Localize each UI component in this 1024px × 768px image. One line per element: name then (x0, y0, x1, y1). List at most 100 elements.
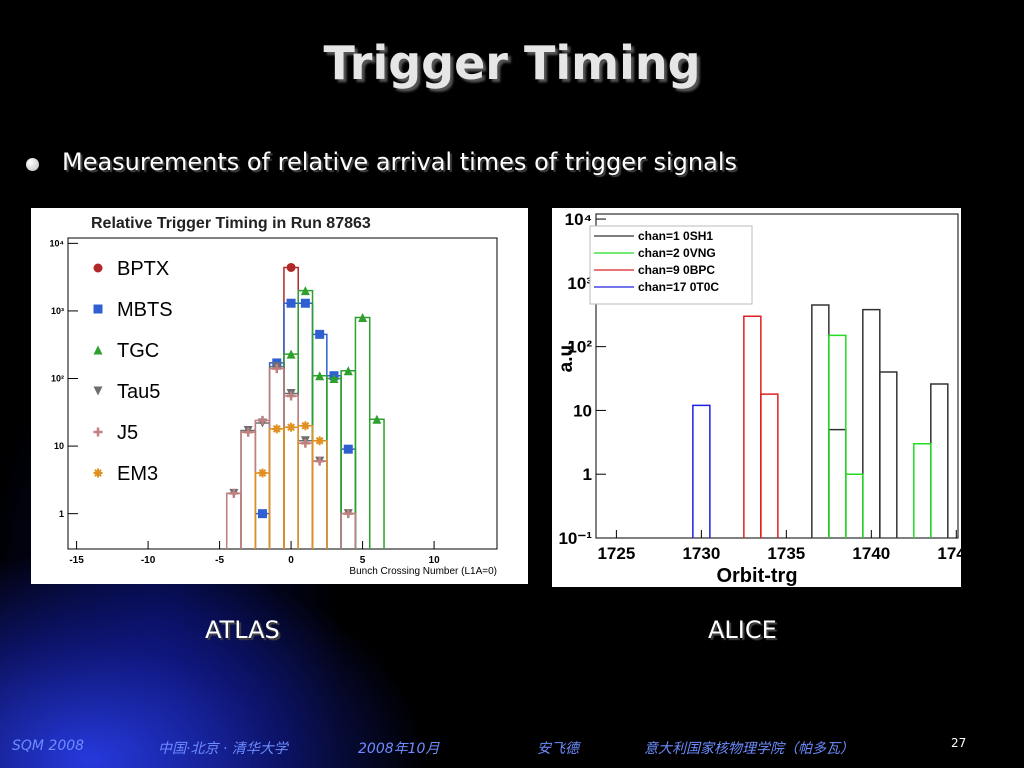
marker (343, 366, 353, 376)
marker (93, 304, 103, 314)
marker (286, 391, 296, 401)
marker (286, 422, 296, 432)
histogram-bin (340, 512, 357, 549)
marker (286, 262, 296, 272)
histogram-bin (283, 395, 299, 549)
alice-panel: 1725 1730 1735 1740 1745 10⁻¹ 1 10 10² 10³ 10⁴ Orbi… (552, 208, 961, 587)
atlas-panel: Relative Trigger Timing in Run 87863 -15 -… (31, 208, 528, 584)
marker (315, 456, 325, 466)
histogram-bin (828, 334, 847, 538)
footer-text: 意大利国家核物理学院（帕多瓦） (644, 741, 854, 757)
legend-label: J5 (117, 422, 138, 444)
marker (358, 312, 368, 322)
footer-text: 中国·北京 · 清华大学 (158, 741, 288, 757)
histogram-bin (268, 428, 285, 549)
marker (329, 374, 339, 384)
y-tick-label: 10 (573, 401, 592, 420)
histogram-bin (913, 443, 932, 538)
caption: ALICE (708, 616, 777, 644)
histogram-bin (297, 439, 314, 549)
bullet-dot (26, 158, 39, 171)
histogram-bin (225, 492, 242, 549)
legend-label: Tau5 (117, 381, 160, 403)
marker (300, 421, 310, 431)
histogram-bin (879, 371, 898, 538)
y-tick-label: 10⁻¹ (558, 529, 592, 548)
y-tick-label: 10⁴ (565, 210, 592, 229)
marker (300, 438, 310, 448)
x-tick-label: 1730 (682, 544, 720, 563)
histogram-bin (340, 370, 357, 549)
histogram-bin (845, 473, 864, 538)
y-axis-label: a.u. (556, 340, 577, 373)
marker (93, 345, 103, 355)
histogram-bin (268, 362, 285, 549)
legend-box (589, 225, 753, 305)
marker (257, 468, 267, 478)
histogram-bin (297, 442, 314, 549)
x-tick-label: 1740 (852, 544, 890, 563)
legend-label: chan=9 0BPC (638, 263, 715, 277)
x-tick-label: -5 (215, 555, 224, 566)
histogram-bin (268, 367, 285, 549)
histogram-bin (311, 460, 328, 549)
histogram-bin (283, 426, 299, 549)
legend-label: EM3 (117, 463, 158, 485)
marker (93, 263, 103, 273)
chart-title: Relative Trigger Timing in Run 87863 (91, 215, 371, 232)
marker (93, 468, 103, 478)
y-tick-label: 10³ (51, 306, 64, 316)
y-tick-label: 10⁴ (50, 239, 64, 249)
histogram-bin (828, 428, 847, 538)
histogram-bin (692, 404, 711, 538)
marker (315, 371, 325, 381)
histogram-bin (368, 418, 385, 549)
histogram-bin (326, 377, 342, 549)
footer-text: SQM 2008 (12, 738, 85, 754)
marker (272, 424, 282, 434)
marker (315, 436, 325, 446)
histogram-bin (297, 289, 314, 549)
histogram-bin (283, 266, 299, 549)
histogram-bin (283, 392, 299, 549)
y-tick-label: 10 (54, 441, 64, 451)
y-tick-label: 10² (567, 338, 592, 357)
histogram-bin (340, 448, 357, 549)
histogram-bin (326, 374, 342, 549)
histogram-bin (760, 393, 779, 538)
x-tick-label: -15 (69, 555, 84, 566)
marker (93, 427, 103, 437)
histogram-bin (283, 353, 299, 549)
y-tick-label: 10³ (567, 274, 592, 293)
slide-title: Trigger Timing (323, 36, 701, 90)
x-tick-label: 10 (429, 555, 441, 566)
histogram-bin (240, 429, 257, 549)
y-tick-label: 1 (59, 509, 64, 519)
x-axis-label: Orbit-trg (716, 565, 797, 587)
y-tick-label: 10² (51, 374, 64, 384)
page-number: 27 (951, 736, 967, 750)
x-tick-label: -10 (141, 555, 156, 566)
caption: ATLAS (205, 616, 280, 644)
histogram-bin (743, 315, 762, 538)
legend-label: chan=2 0VNG (638, 246, 716, 260)
histogram-bin (811, 304, 830, 538)
histogram-bin (225, 492, 242, 549)
marker (372, 414, 382, 424)
marker (243, 427, 253, 437)
marker (343, 444, 353, 454)
histogram-bin (254, 512, 271, 549)
marker (286, 349, 296, 359)
x-axis-label: Bunch Crossing Number (L1A=0) (349, 566, 497, 577)
legend-label: chan=17 0T0C (638, 280, 719, 294)
marker (272, 364, 282, 374)
legend-label: chan=1 0SH1 (638, 229, 713, 243)
histogram-bin (240, 431, 257, 549)
marker (257, 509, 267, 519)
y-tick-label: 1 (583, 465, 592, 484)
x-tick-label: 1745 (937, 544, 961, 563)
histogram-bin (862, 308, 881, 538)
marker (300, 286, 310, 296)
histogram-bin (311, 460, 328, 549)
